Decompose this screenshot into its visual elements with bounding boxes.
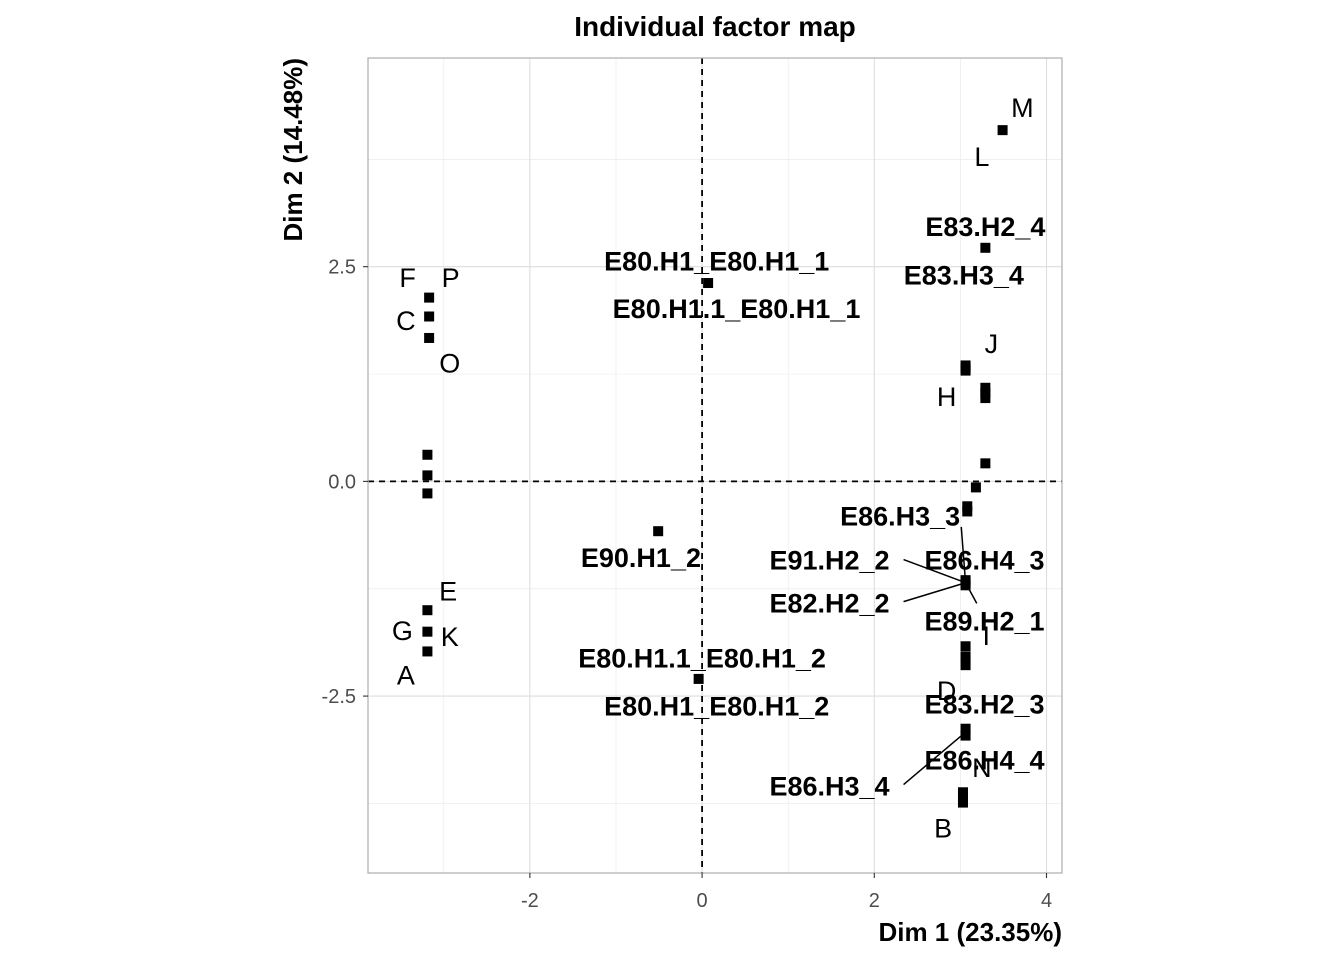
data-point xyxy=(693,673,704,684)
data-point xyxy=(960,660,971,671)
axis-ticks: -2 0 2 4 -2.5 0.0 2.5 xyxy=(322,257,1053,912)
data-point xyxy=(960,365,971,376)
point-label: E90.H1_2 xyxy=(581,543,701,573)
data-point xyxy=(980,393,991,404)
point-label: E xyxy=(439,576,457,606)
data-points xyxy=(422,125,1008,808)
x-tick-label: 2 xyxy=(869,890,880,912)
point-label: E83.H3_4 xyxy=(904,260,1024,290)
point-label: M xyxy=(1011,93,1034,123)
x-tick-label: -2 xyxy=(521,890,539,912)
data-point xyxy=(962,506,973,517)
data-point xyxy=(422,646,433,657)
data-point xyxy=(957,797,968,808)
data-point xyxy=(960,651,971,662)
y-axis-title: Dim 2 (14.48%) xyxy=(278,58,308,242)
point-label: E80.H1.1_E80.H1_2 xyxy=(578,643,826,673)
point-label: O xyxy=(439,349,460,379)
point-label: D xyxy=(937,676,957,706)
label-leader-line xyxy=(903,558,966,584)
point-label: E80.H1.1_E80.H1_1 xyxy=(613,294,861,324)
data-point xyxy=(422,470,433,481)
point-label: E80.H1_E80.H1_1 xyxy=(604,247,829,277)
data-point xyxy=(980,382,991,393)
y-tick-label: 2.5 xyxy=(328,257,356,279)
point-label: E86.H4_4 xyxy=(924,745,1044,775)
point-label: E83.H2_3 xyxy=(924,690,1044,720)
data-point xyxy=(424,332,435,343)
data-point xyxy=(980,242,991,253)
data-point xyxy=(957,787,968,798)
point-label: E83.H2_4 xyxy=(925,212,1045,242)
reference-lines xyxy=(368,58,1062,873)
data-point xyxy=(653,526,664,537)
point-label: B xyxy=(934,813,952,843)
data-point xyxy=(960,641,971,652)
x-axis-title: Dim 1 (23.35%) xyxy=(878,917,1062,947)
point-label: L xyxy=(974,142,989,172)
data-point xyxy=(422,449,433,460)
data-point xyxy=(970,482,981,493)
data-point xyxy=(980,387,991,398)
point-label: A xyxy=(397,660,415,690)
data-point xyxy=(997,125,1008,136)
point-label: F xyxy=(399,263,416,293)
point-label: E91.H2_2 xyxy=(769,545,889,575)
data-point xyxy=(703,278,714,289)
y-tick-label: 0.0 xyxy=(328,471,356,493)
data-point xyxy=(424,292,435,303)
point-label: H xyxy=(937,382,957,412)
point-label: E86.H4_3 xyxy=(924,545,1044,575)
point-label: P xyxy=(442,263,460,293)
x-tick-label: 0 xyxy=(697,890,708,912)
data-point xyxy=(422,488,433,499)
point-label: N xyxy=(972,753,992,783)
plot-panel-border xyxy=(367,57,1063,874)
point-label: K xyxy=(441,622,459,652)
data-point xyxy=(960,580,971,591)
data-point xyxy=(962,501,973,512)
data-point xyxy=(980,458,991,469)
data-point xyxy=(424,311,435,322)
point-label: E86.H3_3 xyxy=(840,502,960,532)
data-point xyxy=(422,605,433,616)
label-leader-line xyxy=(903,582,966,603)
point-label: I xyxy=(982,621,990,651)
data-point xyxy=(957,792,968,803)
point-label: G xyxy=(392,616,413,646)
x-tick-label: 4 xyxy=(1041,890,1052,912)
point-label: E89.H2_1 xyxy=(924,606,1044,636)
chart-title: Individual factor map xyxy=(574,11,856,42)
plot-panel xyxy=(368,58,1062,873)
data-point xyxy=(960,730,971,741)
point-label: E82.H2_2 xyxy=(769,588,889,618)
label-leader-line xyxy=(960,526,967,583)
label-leader-line xyxy=(903,731,967,786)
point-label: J xyxy=(985,329,999,359)
data-point xyxy=(422,626,433,637)
point-labels: ML E83.H2_4 E83.H3_4 F PCO E80.H1_E80.H1_1 E80… xyxy=(392,93,1045,844)
point-label: E86.H3_4 xyxy=(769,771,889,801)
point-label: E80.H1_E80.H1_2 xyxy=(604,691,829,721)
y-tick-label: -2.5 xyxy=(322,686,356,708)
data-point xyxy=(960,723,971,734)
point-label: C xyxy=(396,306,416,336)
